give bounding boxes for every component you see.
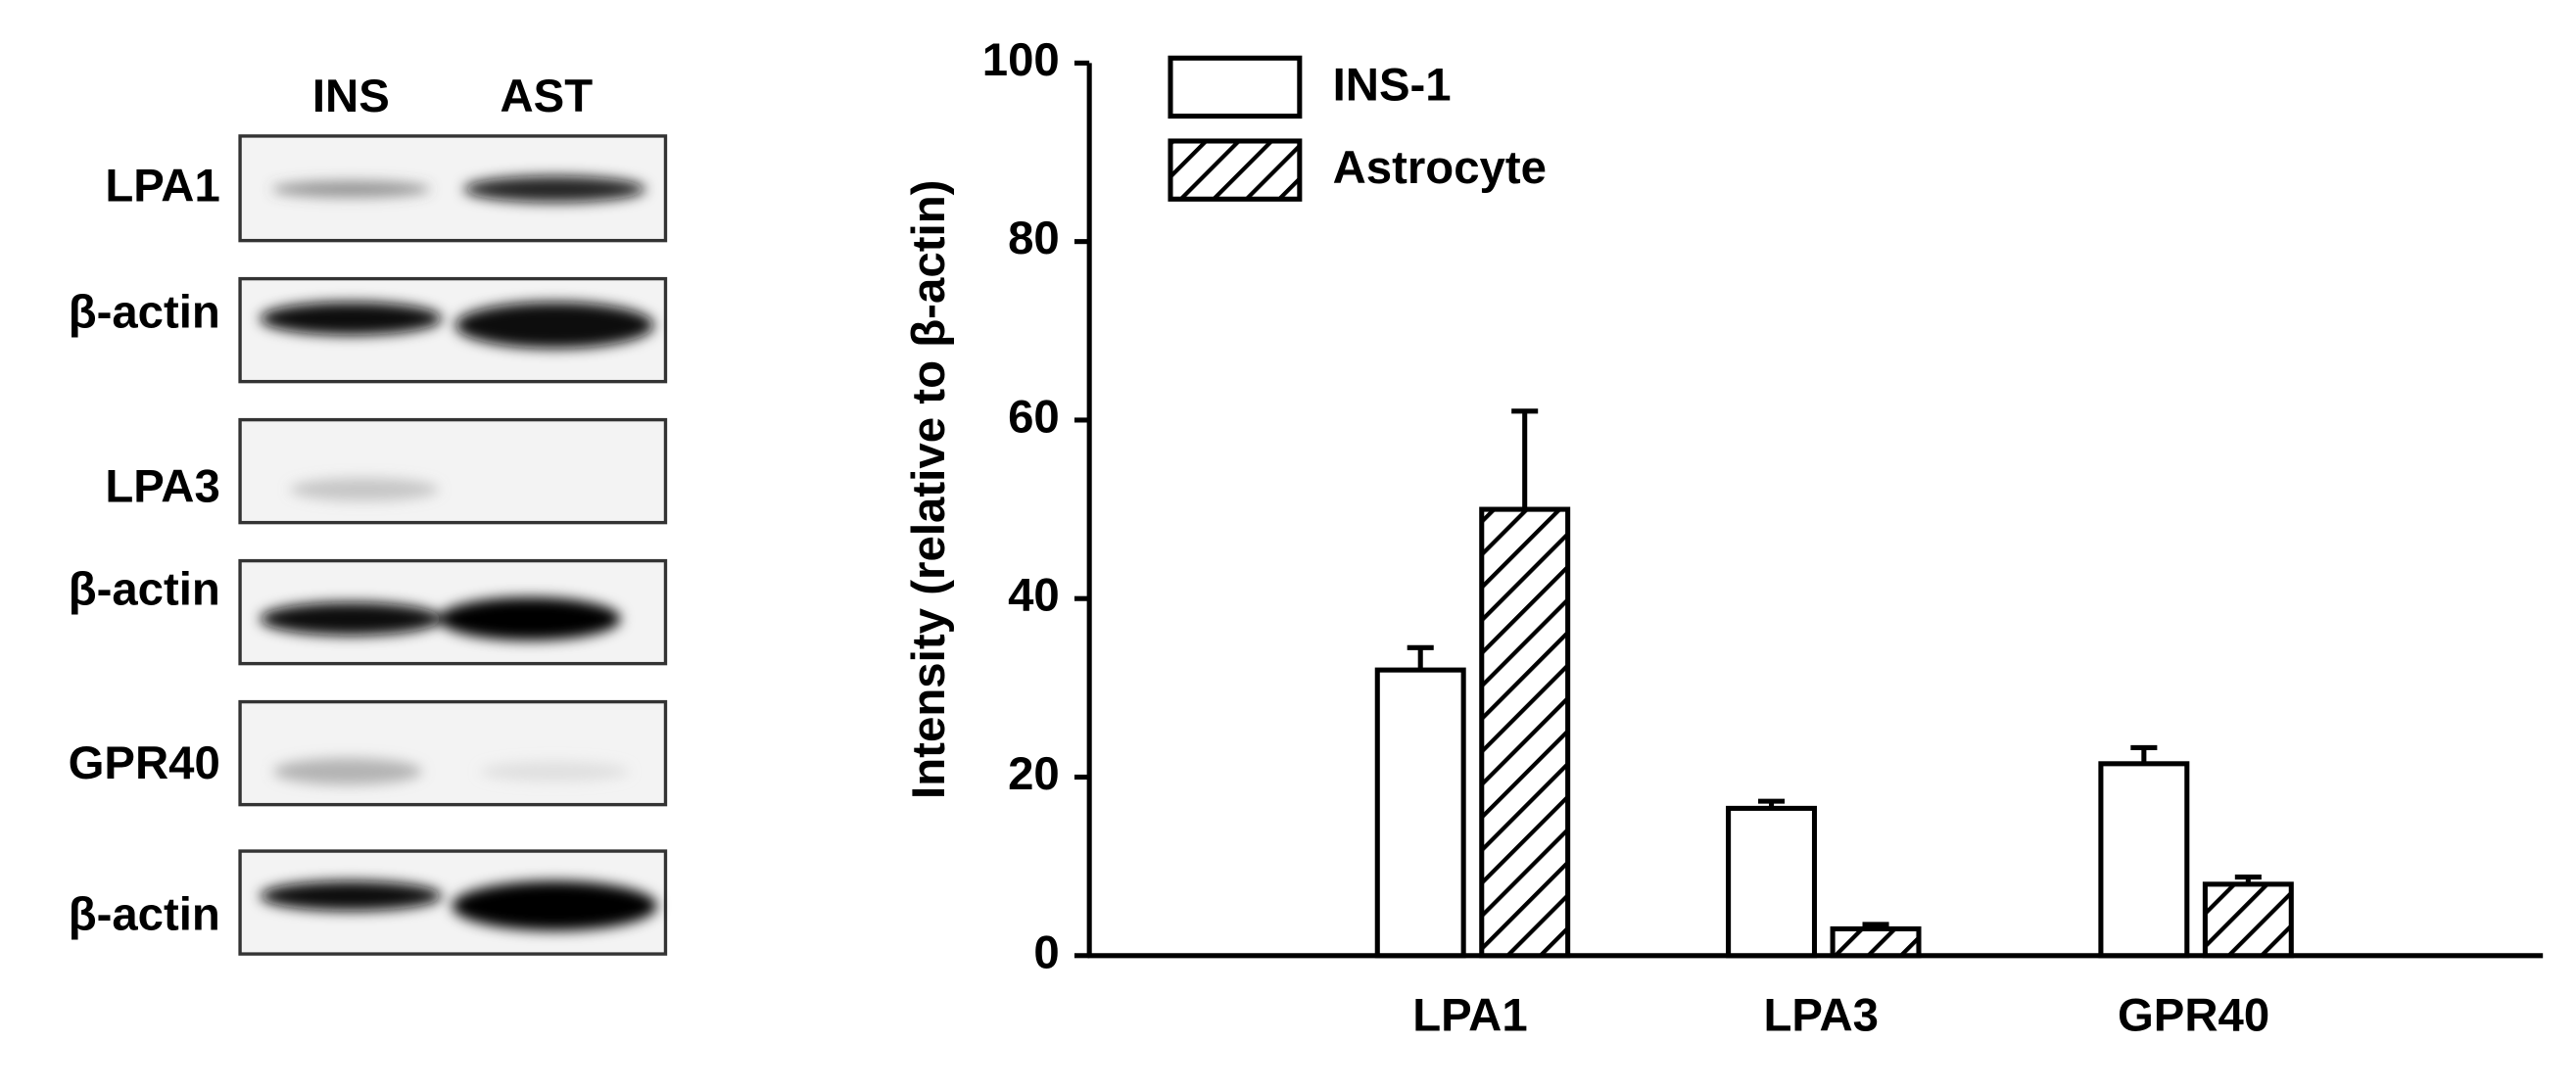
bar	[2098, 761, 2190, 959]
y-tick-label: 60	[1008, 391, 1060, 443]
y-tick-label: 0	[1033, 926, 1059, 978]
x-tick-label: LPA1	[1412, 990, 1527, 1042]
lane-label: INS	[312, 71, 390, 122]
blot-bands	[260, 175, 658, 931]
row-label: GPR40	[69, 737, 220, 789]
y-axis-title: Intensity (relative to β-actin)	[903, 180, 955, 799]
legend-swatch	[1168, 138, 1303, 202]
bar	[1726, 805, 1818, 959]
bar	[1374, 667, 1466, 959]
bar	[2202, 881, 2294, 959]
western-blot	[238, 134, 668, 956]
blot-boxes	[238, 134, 668, 956]
row-label: LPA1	[105, 161, 219, 213]
y-tick-label: 100	[982, 34, 1060, 86]
x-tick-label: GPR40	[2118, 990, 2269, 1042]
row-label: β-actin	[69, 563, 220, 615]
y-tick-label: 40	[1008, 570, 1060, 622]
legend-swatch	[1168, 55, 1303, 119]
row-label: LPA3	[105, 460, 219, 512]
row-label: β-actin	[69, 286, 220, 338]
x-tick-label: LPA3	[1764, 990, 1879, 1042]
row-label: β-actin	[69, 888, 220, 940]
lane-label: AST	[500, 71, 593, 122]
legend-label: Astrocyte	[1333, 142, 1547, 194]
bar	[1479, 506, 1571, 959]
legend-label: INS-1	[1333, 59, 1452, 111]
y-tick-label: 80	[1008, 213, 1060, 264]
y-tick-label: 20	[1008, 748, 1060, 800]
bar	[1830, 925, 1922, 959]
